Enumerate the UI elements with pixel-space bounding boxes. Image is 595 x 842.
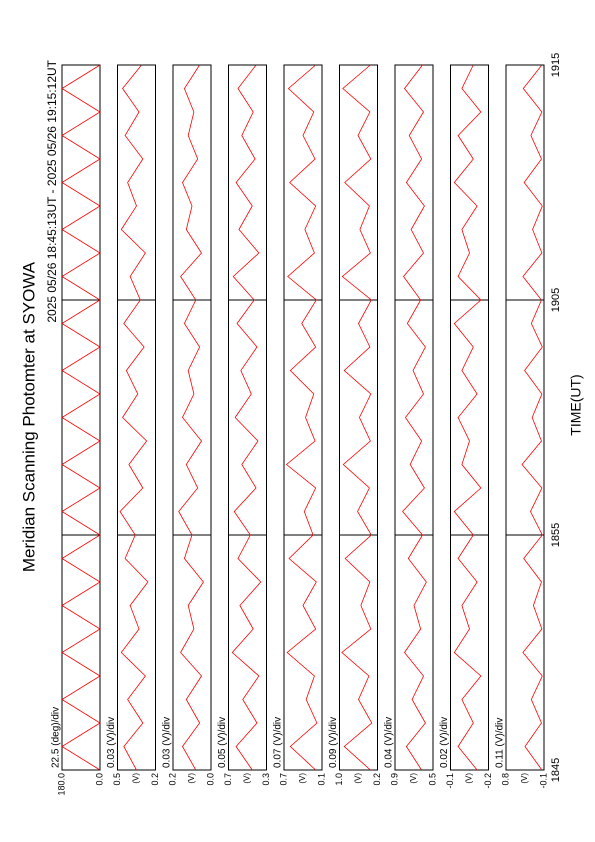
- data-line: [61, 64, 101, 771]
- data-line: [119, 64, 149, 771]
- x-tick-label: 1915: [550, 53, 562, 77]
- data-line: [521, 64, 543, 771]
- panel-frame: [172, 64, 212, 771]
- scale-label: 22.5 (deg)/div: [51, 707, 62, 768]
- scale-label: 0.05 (V)/div: [217, 717, 228, 768]
- panel-frame: [228, 64, 267, 771]
- x-tick-label: 1845: [550, 758, 562, 782]
- scale-label: 0.09 (V)/div: [328, 717, 339, 768]
- y-axis-label: (V): [354, 773, 363, 784]
- y-tick-label: 0.2: [372, 773, 382, 786]
- panel-frame: [450, 64, 489, 771]
- rotated-plot: Meridian Scanning Photomter at SYOWA 202…: [19, 53, 583, 796]
- data-line: [178, 64, 204, 771]
- x-tick-label: 1855: [550, 523, 562, 547]
- panel-frame: [505, 64, 545, 771]
- y-tick-label: 180.0: [56, 773, 66, 796]
- y-axis-label: (V): [243, 773, 252, 784]
- y-tick-label: -0.1: [538, 773, 548, 789]
- y-tick-label: 0.2: [150, 773, 160, 786]
- panel-frame: [339, 64, 378, 771]
- y-axis-label: (V): [132, 773, 141, 784]
- y-tick-label: 0.0: [94, 773, 104, 786]
- y-tick-label: 0.0: [205, 773, 215, 786]
- y-tick-label: 1.0: [334, 773, 344, 786]
- y-axis-label: (V): [465, 773, 474, 784]
- panel-frame: [117, 64, 156, 771]
- y-tick-label: 0.1: [316, 773, 326, 786]
- y-tick-label: 0.3: [261, 773, 271, 786]
- data-line: [285, 64, 318, 771]
- y-axis-label: (V): [187, 773, 196, 784]
- data-line: [341, 64, 373, 771]
- scale-label: 0.03 (V)/div: [162, 717, 173, 768]
- y-tick-label: -0.2: [483, 773, 493, 789]
- subtitle: 2025 05/26 18:45:13UT - 2025 05/26 19:15…: [45, 59, 59, 322]
- y-tick-label: 0.5: [427, 773, 437, 786]
- y-tick-label: 0.9: [389, 773, 399, 786]
- y-tick-label: 0.2: [167, 773, 177, 786]
- x-axis-label: TIME(UT): [568, 374, 584, 435]
- y-axis-label: (V): [520, 773, 529, 784]
- y-axis-label: (V): [409, 773, 418, 784]
- y-tick-label: 0.7: [278, 773, 288, 786]
- y-tick-label: 0.7: [223, 773, 233, 786]
- scale-label: 0.04 (V)/div: [384, 717, 395, 768]
- chart-title: Meridian Scanning Photomter at SYOWA: [19, 261, 38, 572]
- scale-label: 0.11 (V)/div: [495, 718, 506, 768]
- data-line: [231, 64, 262, 771]
- y-tick-label: 0.5: [112, 773, 122, 786]
- panel-frame: [283, 64, 323, 771]
- y-tick-label: 0.8: [500, 773, 510, 786]
- scale-label: 0.07 (V)/div: [273, 717, 284, 768]
- y-axis-label: (V): [298, 773, 307, 784]
- y-tick-label: -0.1: [445, 773, 455, 789]
- data-line: [453, 64, 482, 771]
- x-tick-label: 1905: [550, 288, 562, 312]
- scale-label: 0.02 (V)/div: [439, 717, 450, 768]
- scale-label: 0.03 (V)/div: [106, 717, 117, 768]
- data-line: [402, 64, 427, 771]
